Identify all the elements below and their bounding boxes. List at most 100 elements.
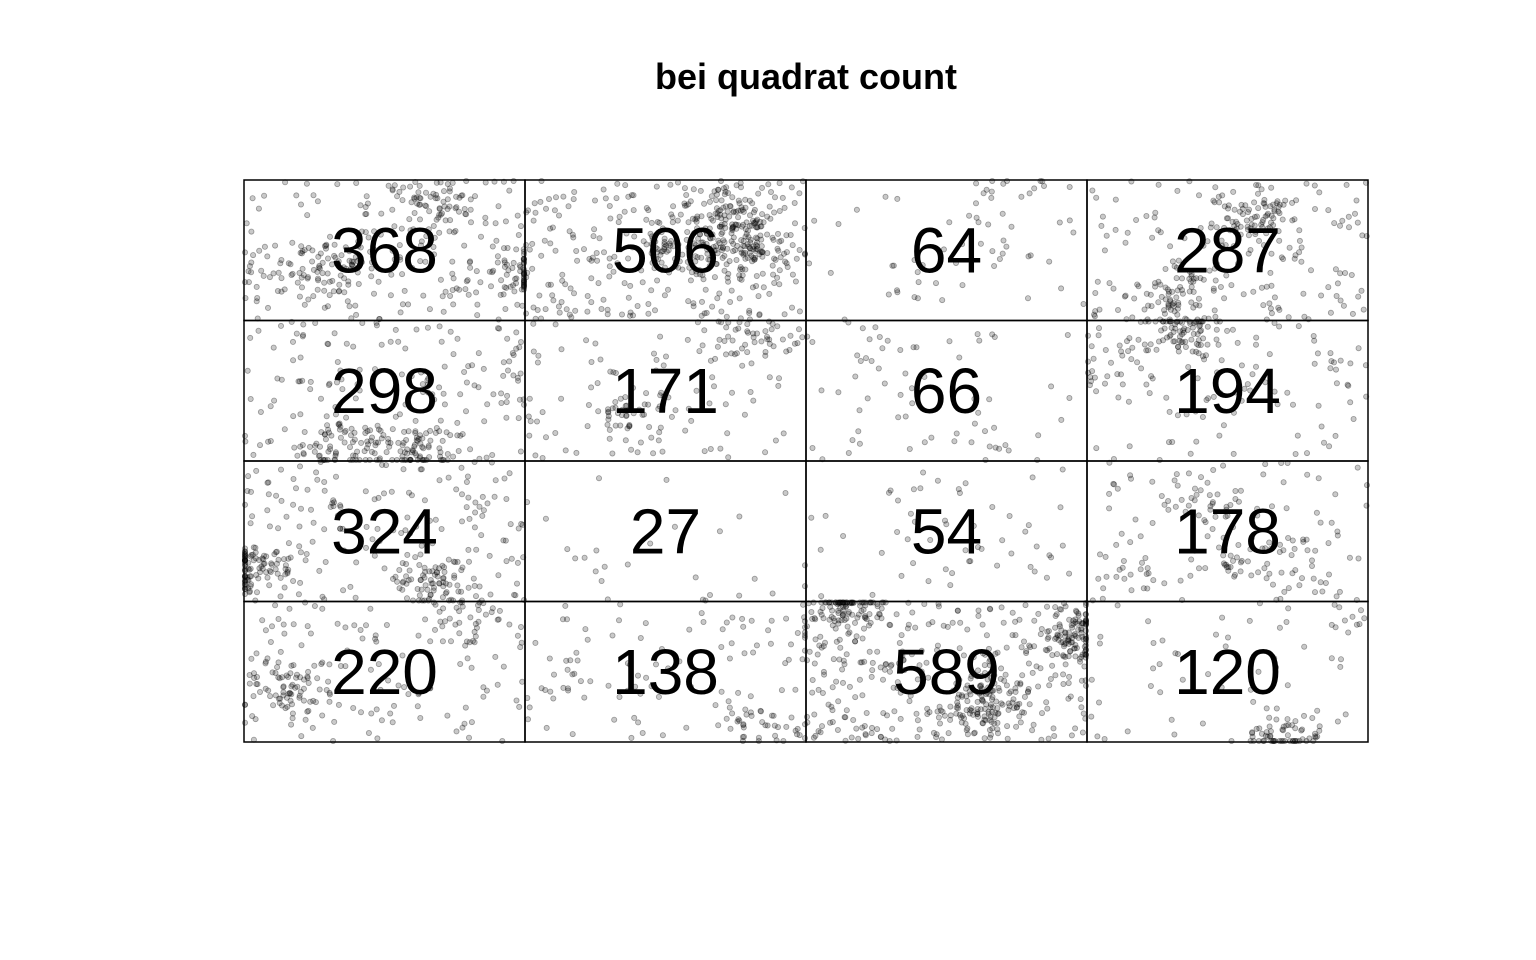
data-point <box>609 632 616 639</box>
data-point <box>738 276 745 283</box>
data-point <box>350 452 357 459</box>
data-point <box>794 731 801 738</box>
data-point <box>1280 255 1287 262</box>
data-point <box>986 717 993 724</box>
data-point <box>659 225 666 232</box>
data-point <box>684 228 691 235</box>
data-point <box>826 616 833 623</box>
data-point <box>1336 604 1343 611</box>
data-point <box>285 690 292 697</box>
data-point <box>472 633 479 640</box>
data-point <box>378 341 385 348</box>
data-point <box>529 240 536 247</box>
data-point <box>272 602 279 609</box>
data-point <box>408 449 415 456</box>
data-point <box>270 344 277 351</box>
data-point <box>1206 267 1213 274</box>
data-point <box>1013 704 1020 711</box>
data-point <box>324 270 331 277</box>
data-point <box>1263 316 1270 323</box>
data-point <box>1125 348 1132 355</box>
data-point <box>700 276 707 283</box>
data-point <box>399 442 406 449</box>
data-point <box>648 434 655 441</box>
data-point <box>284 568 291 575</box>
data-point <box>825 701 832 708</box>
data-point <box>624 687 631 694</box>
data-point <box>665 394 672 401</box>
data-point <box>1211 199 1218 206</box>
data-point <box>1270 201 1277 208</box>
data-point <box>742 249 749 256</box>
data-point <box>1216 544 1223 551</box>
data-point <box>287 261 294 268</box>
data-point <box>895 497 902 504</box>
data-point <box>277 574 284 581</box>
data-point <box>389 247 396 254</box>
data-point <box>1191 497 1198 504</box>
data-point <box>738 249 745 256</box>
data-point <box>735 214 742 221</box>
data-point <box>330 503 337 510</box>
data-point <box>1172 325 1179 332</box>
data-point <box>668 413 675 420</box>
data-point <box>433 424 440 431</box>
data-point <box>703 230 710 237</box>
data-point <box>756 311 763 318</box>
data-point <box>755 293 762 300</box>
data-point <box>1325 284 1332 291</box>
data-point <box>1072 653 1079 660</box>
data-point <box>679 266 686 273</box>
data-point <box>648 250 655 257</box>
data-point <box>812 732 819 739</box>
data-point <box>987 713 994 720</box>
data-point <box>473 289 480 296</box>
data-point <box>745 234 752 241</box>
data-point <box>629 244 636 251</box>
data-point <box>767 215 774 222</box>
data-point <box>277 260 284 267</box>
data-point <box>779 336 786 343</box>
data-point <box>285 566 292 573</box>
data-point <box>546 195 553 202</box>
data-point <box>515 231 522 238</box>
data-point <box>458 491 465 498</box>
data-point <box>409 447 416 454</box>
data-point <box>266 567 273 574</box>
data-point <box>699 239 706 246</box>
data-point <box>1143 571 1150 578</box>
data-point <box>321 478 328 485</box>
data-point <box>991 424 998 431</box>
data-point <box>1030 721 1037 728</box>
data-point <box>766 374 773 381</box>
data-point <box>299 248 306 255</box>
data-point <box>241 591 248 598</box>
data-point <box>342 624 349 631</box>
data-point <box>934 708 941 715</box>
data-point <box>985 708 992 715</box>
data-point <box>1250 698 1257 705</box>
data-point <box>446 188 453 195</box>
data-point <box>1151 214 1158 221</box>
data-point <box>663 353 670 360</box>
data-point <box>654 218 661 225</box>
data-point <box>1066 616 1073 623</box>
data-point <box>440 583 447 590</box>
data-point <box>1235 542 1242 549</box>
data-point <box>1075 634 1082 641</box>
data-point <box>444 196 451 203</box>
data-point <box>1347 399 1354 406</box>
data-point <box>1135 336 1142 343</box>
data-point <box>1270 581 1277 588</box>
data-point <box>625 193 632 200</box>
data-point <box>913 344 920 351</box>
data-point <box>1278 738 1285 745</box>
data-point <box>385 435 392 442</box>
data-point <box>839 612 846 619</box>
data-point <box>774 245 781 252</box>
data-point <box>287 697 294 704</box>
data-point <box>735 716 742 723</box>
data-point <box>772 256 779 263</box>
data-point <box>413 434 420 441</box>
data-point <box>1347 360 1354 367</box>
